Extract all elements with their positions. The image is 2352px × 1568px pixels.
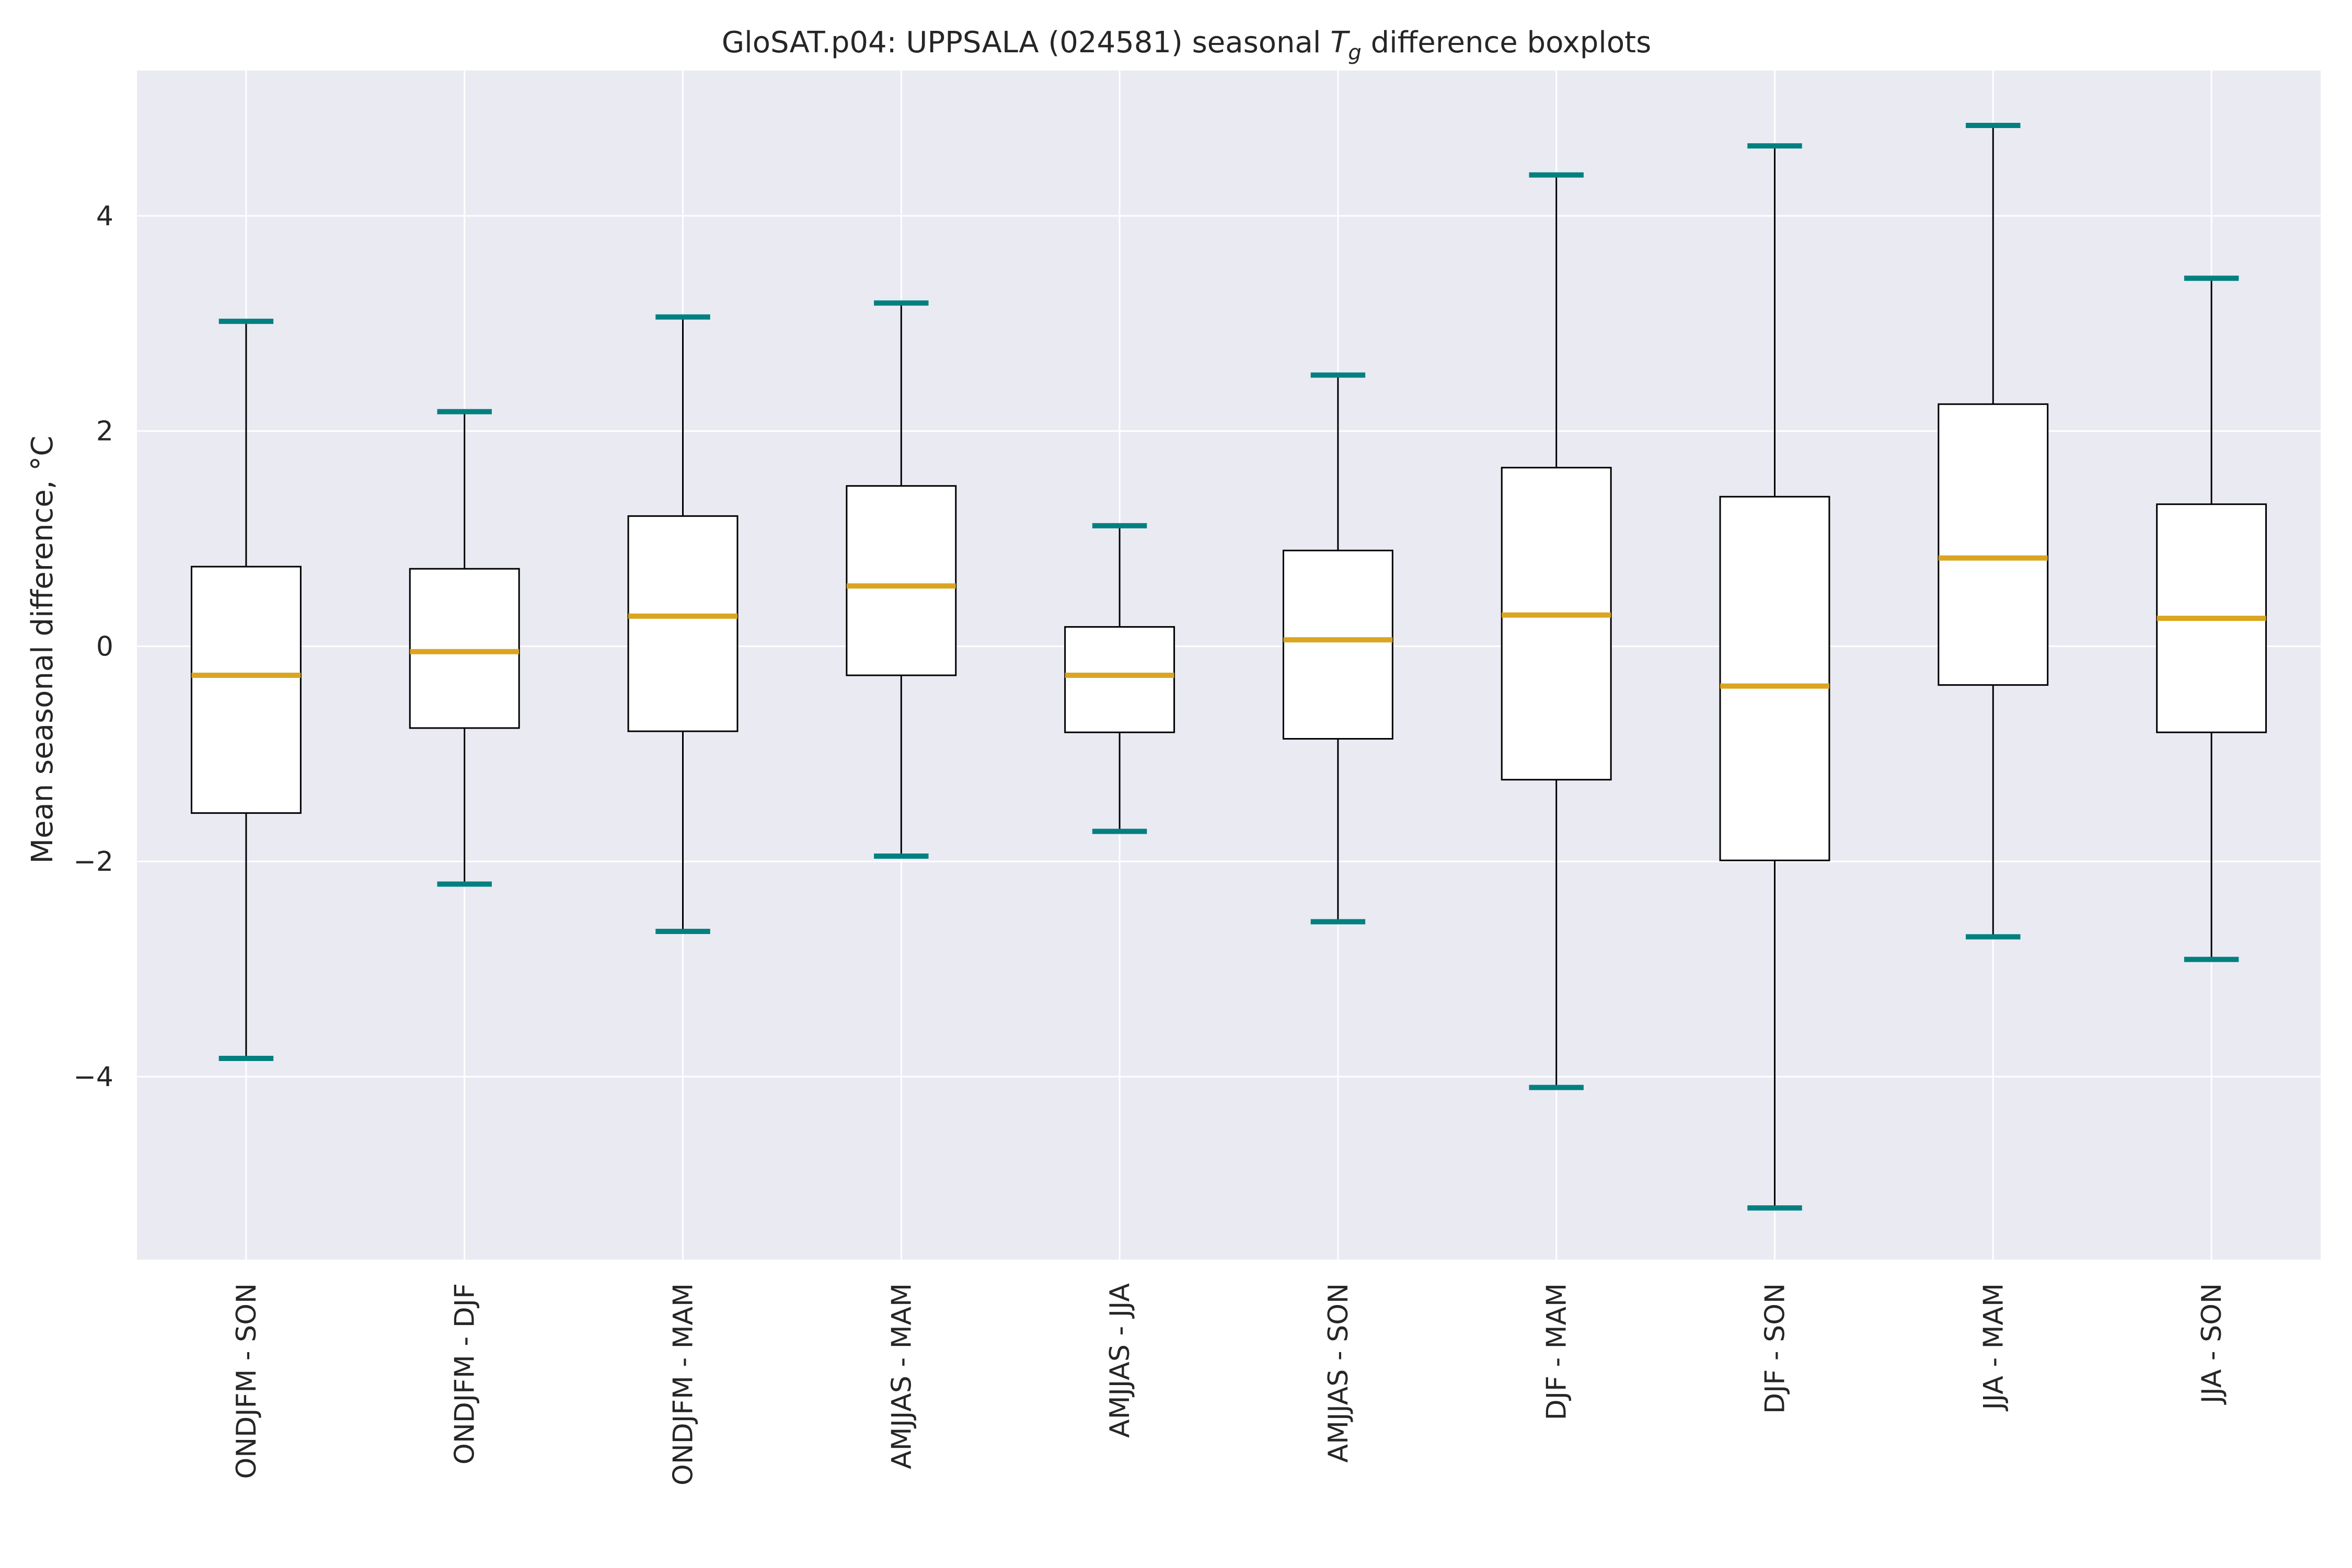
iqr-box xyxy=(627,515,739,732)
y-tick-label: −4 xyxy=(73,1062,113,1093)
chart-title-suffix: difference boxplots xyxy=(1362,26,1651,60)
iqr-box xyxy=(409,568,520,729)
y-tick-label: 4 xyxy=(96,201,113,232)
iqr-box xyxy=(1501,467,1612,781)
y-tick-label: 0 xyxy=(96,631,113,662)
plot-area: −4 −2 0 2 4 ONDJFM - SON ONDJFM - DJF ONDJFM - … xyxy=(73,71,2321,1485)
iqr-box xyxy=(1719,495,1830,861)
iqr-box xyxy=(1064,626,1175,733)
x-tick-label: AMJJAS - JJA xyxy=(1104,1283,1136,1438)
chart-title-prefix: GloSAT.p04: UPPSALA (024581) seasonal xyxy=(722,26,1330,60)
chart-title-symbol: T xyxy=(1330,26,1350,60)
iqr-box xyxy=(846,485,957,676)
y-axis-title: Mean seasonal difference, °C xyxy=(26,436,60,864)
x-tick-label: DJF - SON xyxy=(1760,1283,1791,1414)
x-tick-label: AMJJAS - SON xyxy=(1323,1283,1354,1462)
x-tick-label: ONDJFM - SON xyxy=(231,1283,262,1479)
x-tick-label: ONDJFM - DJF xyxy=(449,1283,481,1465)
iqr-box xyxy=(1938,403,2049,686)
chart-title: GloSAT.p04: UPPSALA (024581) seasonal Tg… xyxy=(722,26,1652,65)
x-tick-label: AMJJAS - MAM xyxy=(886,1283,917,1469)
x-tick-label: ONDJFM - MAM xyxy=(668,1283,699,1485)
iqr-box xyxy=(190,566,302,814)
x-tick-label: DJF - MAM xyxy=(1541,1283,1573,1420)
chart-title-subscript: g xyxy=(1348,41,1361,65)
x-tick-label: JJA - MAM xyxy=(1978,1283,2009,1411)
iqr-box xyxy=(1282,549,1393,740)
y-tick-label: −2 xyxy=(73,846,113,878)
y-tick-label: 2 xyxy=(96,416,113,447)
x-tick-label: JJA - SON xyxy=(2196,1283,2228,1405)
